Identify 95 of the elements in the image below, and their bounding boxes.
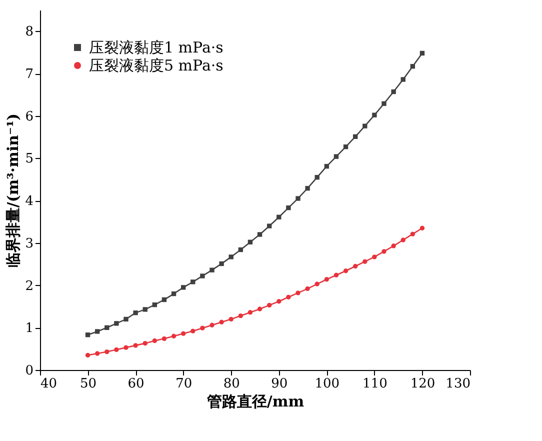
y-tick-label: 4	[25, 194, 34, 210]
point	[324, 164, 330, 169]
point	[180, 285, 186, 290]
point	[400, 238, 406, 242]
y-tick-label: 7	[25, 67, 34, 82]
point	[343, 268, 348, 274]
x-tick-label: 90	[271, 376, 288, 392]
point	[162, 297, 167, 302]
point	[133, 310, 138, 316]
point	[104, 349, 110, 354]
x-tick-label: 120	[410, 376, 436, 392]
point	[410, 232, 416, 236]
point	[142, 307, 148, 312]
point	[114, 347, 119, 352]
point	[410, 64, 416, 69]
x-tick-label: 70	[176, 376, 192, 392]
point	[238, 247, 244, 252]
point	[200, 274, 205, 278]
point	[372, 112, 377, 118]
point	[152, 338, 158, 344]
point	[190, 280, 196, 284]
y-tick-label: 8	[25, 24, 34, 40]
point	[133, 343, 138, 348]
point	[343, 144, 348, 150]
legend-label: 压裂液黏度5 mPa·s	[89, 56, 224, 74]
legend-label: 压裂液黏度1 mPa·s	[89, 38, 224, 56]
point	[248, 310, 253, 315]
point	[238, 313, 244, 318]
x-tick-label: 40	[40, 376, 58, 392]
point	[171, 334, 176, 338]
point	[305, 186, 310, 191]
point	[162, 336, 167, 341]
point	[210, 322, 214, 328]
x-tick-label: 130	[446, 376, 470, 392]
point	[228, 316, 234, 322]
point	[382, 249, 386, 254]
point	[85, 352, 90, 358]
x-tick-label: 100	[314, 376, 340, 392]
point	[219, 261, 224, 266]
point	[266, 224, 272, 228]
point	[391, 89, 396, 94]
point	[296, 290, 300, 296]
point	[362, 259, 368, 264]
point	[171, 291, 176, 296]
x-tick-label: 60	[128, 376, 144, 392]
point	[334, 154, 339, 159]
point	[352, 264, 358, 269]
y-tick-label: 3	[25, 236, 34, 252]
point	[190, 328, 196, 334]
point	[180, 331, 186, 336]
point	[372, 254, 377, 260]
point	[420, 50, 425, 56]
point	[324, 277, 330, 282]
point	[85, 332, 90, 338]
point	[314, 174, 320, 180]
point	[286, 294, 291, 300]
point	[276, 214, 282, 220]
x-axis-title: 管路直径/mm	[206, 392, 304, 410]
point	[391, 244, 396, 248]
point	[382, 101, 386, 106]
point	[124, 345, 128, 350]
point	[200, 326, 205, 330]
y-tick-label: 1	[25, 321, 34, 336]
y-tick-label: 6	[25, 109, 34, 124]
point	[124, 316, 128, 322]
point	[94, 329, 100, 334]
point	[257, 306, 262, 312]
x-tick-label: 110	[362, 376, 388, 392]
point	[142, 340, 148, 346]
x-tick-label: 80	[223, 376, 240, 392]
point	[305, 286, 310, 292]
point	[266, 302, 272, 308]
y-axis-title: 临界排量/(m³·min⁻¹)	[4, 113, 22, 268]
point	[248, 240, 253, 244]
point	[296, 196, 300, 201]
point	[276, 299, 282, 304]
point	[114, 321, 119, 326]
point	[400, 77, 406, 82]
point	[352, 134, 358, 139]
point	[94, 351, 100, 356]
point	[314, 282, 320, 286]
y-tick-label: 0	[25, 364, 34, 378]
point	[334, 272, 339, 278]
point	[420, 226, 425, 230]
point	[257, 232, 262, 237]
point	[219, 320, 224, 324]
point	[152, 302, 158, 308]
point	[210, 268, 214, 272]
point	[228, 254, 234, 260]
point	[286, 205, 291, 210]
y-tick-label: 2	[25, 278, 34, 294]
x-tick-label: 50	[80, 376, 97, 392]
y-tick-label: 5	[25, 152, 34, 167]
point	[104, 325, 110, 330]
point	[362, 124, 368, 128]
